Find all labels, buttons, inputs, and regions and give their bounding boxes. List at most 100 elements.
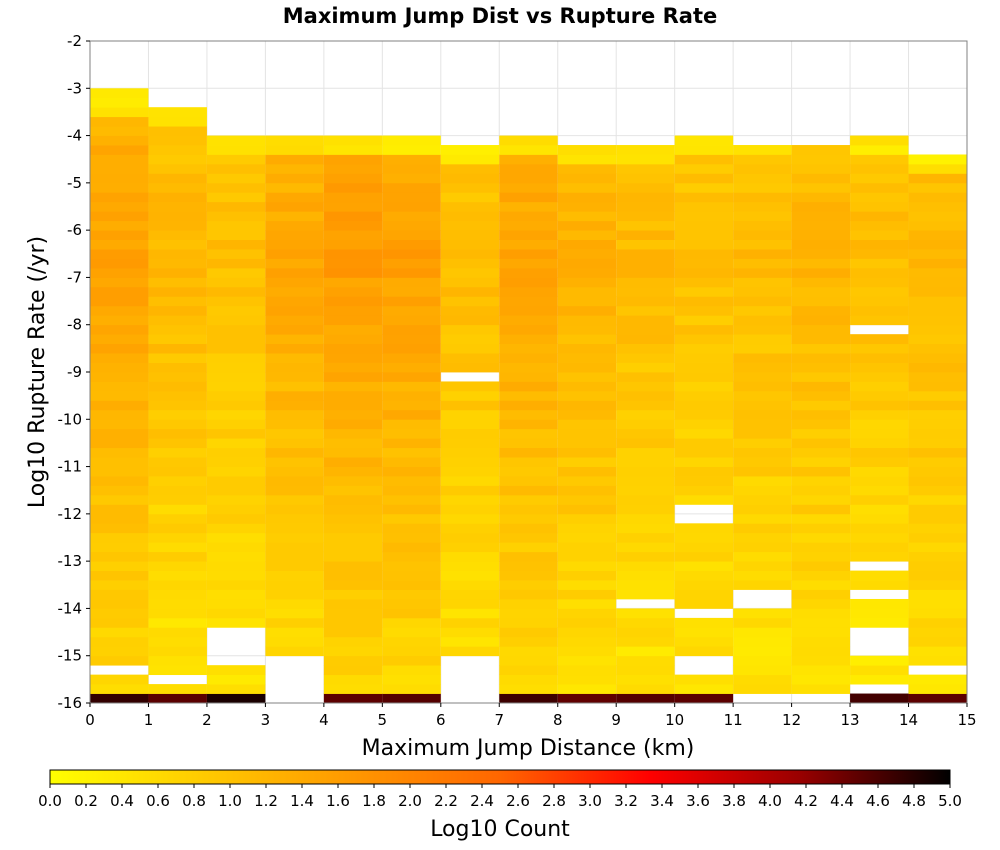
heatmap-cell [733, 494, 792, 505]
heatmap-cell [616, 334, 675, 345]
colorbar [49, 769, 951, 785]
heatmap-cell [908, 580, 967, 590]
heatmap-cell [265, 513, 324, 524]
heatmap-cell [850, 154, 909, 165]
heatmap-cell [850, 494, 909, 505]
heatmap-cell [850, 466, 909, 477]
heatmap-cell [148, 447, 207, 458]
heatmap-cell [382, 485, 441, 496]
heatmap-cell [791, 145, 851, 155]
heatmap-cell [382, 211, 441, 222]
heatmap-cell [90, 220, 149, 231]
heatmap-cell [499, 192, 558, 203]
heatmap-cell [791, 627, 851, 638]
heatmap-cell [733, 324, 792, 335]
heatmap-cell [499, 390, 558, 401]
heatmap-cell [616, 457, 675, 467]
heatmap-cell [206, 494, 266, 505]
heatmap-cell [557, 192, 617, 203]
x-tick-label: 4 [319, 711, 329, 729]
heatmap-cell [148, 353, 207, 363]
heatmap-cell [265, 523, 324, 534]
heatmap-cell [440, 305, 500, 316]
heatmap-cell [323, 334, 383, 345]
heatmap-cell [674, 523, 734, 534]
heatmap-cell [791, 220, 851, 231]
heatmap-cell [323, 192, 383, 203]
heatmap-cell [148, 390, 207, 401]
heatmap-cell [908, 589, 967, 600]
heatmap-cell [148, 466, 207, 477]
heatmap-cell [148, 617, 207, 628]
heatmap-cell [733, 419, 792, 430]
heatmap-cell [90, 145, 149, 155]
heatmap-cell [616, 684, 675, 694]
heatmap-cell [90, 362, 149, 373]
heatmap-cell [557, 315, 617, 326]
colorbar-tick-label: 2.2 [434, 792, 458, 810]
heatmap-cell [206, 476, 266, 486]
heatmap-cell [323, 353, 383, 363]
heatmap-cell [616, 665, 675, 676]
colorbar-tick-label: 0.2 [74, 792, 98, 810]
heatmap-cell [674, 438, 734, 449]
heatmap-cell [791, 523, 851, 534]
heatmap-cell [908, 617, 967, 628]
heatmap-cell [616, 249, 675, 259]
heatmap-cell [265, 580, 324, 590]
heatmap-cell [674, 646, 734, 657]
heatmap-cell [850, 296, 909, 307]
heatmap-cell [791, 267, 851, 278]
heatmap-cell [616, 163, 675, 174]
heatmap-cell [206, 419, 266, 430]
heatmap-cell [557, 608, 617, 619]
heatmap-cell [557, 655, 617, 666]
heatmap-cell [206, 343, 266, 354]
heatmap-cell [499, 334, 558, 345]
heatmap-cell [616, 315, 675, 326]
heatmap-cell [616, 390, 675, 401]
heatmap-cell [440, 249, 500, 259]
heatmap-cell [499, 362, 558, 373]
heatmap-cell [733, 400, 792, 411]
heatmap-cell [148, 211, 207, 222]
heatmap-cell [674, 296, 734, 307]
heatmap-cell [557, 249, 617, 259]
heatmap-cell [499, 296, 558, 307]
heatmap-cell [382, 674, 441, 685]
heatmap-cell [323, 135, 383, 146]
heatmap-cell [557, 684, 617, 694]
heatmap-cell [499, 173, 558, 184]
heatmap-cell [90, 561, 149, 571]
heatmap-cell [206, 542, 266, 553]
heatmap-cell [908, 466, 967, 477]
heatmap-cell [616, 220, 675, 231]
heatmap-cell [908, 561, 967, 571]
heatmap-cell [908, 400, 967, 411]
heatmap-cell [908, 230, 967, 240]
heatmap-cell [499, 381, 558, 392]
heatmap-cell [908, 419, 967, 430]
heatmap-cell [499, 211, 558, 222]
heatmap-cell [440, 589, 500, 600]
heatmap-cell [908, 428, 967, 439]
heatmap-cell [382, 570, 441, 581]
heatmap-cell [148, 523, 207, 534]
heatmap-cell [382, 390, 441, 401]
heatmap-cell [791, 249, 851, 259]
heatmap-cell [148, 693, 207, 704]
heatmap-cell [265, 561, 324, 571]
heatmap-cell [206, 249, 266, 259]
heatmap-cell [733, 182, 792, 193]
heatmap-cell [733, 532, 792, 543]
heatmap-cell [791, 674, 851, 685]
heatmap-cell [90, 513, 149, 524]
heatmap-cell [206, 674, 266, 685]
heatmap-cell [616, 513, 675, 524]
heatmap-cell [265, 390, 324, 401]
heatmap-cell [733, 476, 792, 486]
heatmap-cell [440, 286, 500, 297]
heatmap-cell [499, 182, 558, 193]
colorbar-tick-label: 1.0 [218, 792, 242, 810]
